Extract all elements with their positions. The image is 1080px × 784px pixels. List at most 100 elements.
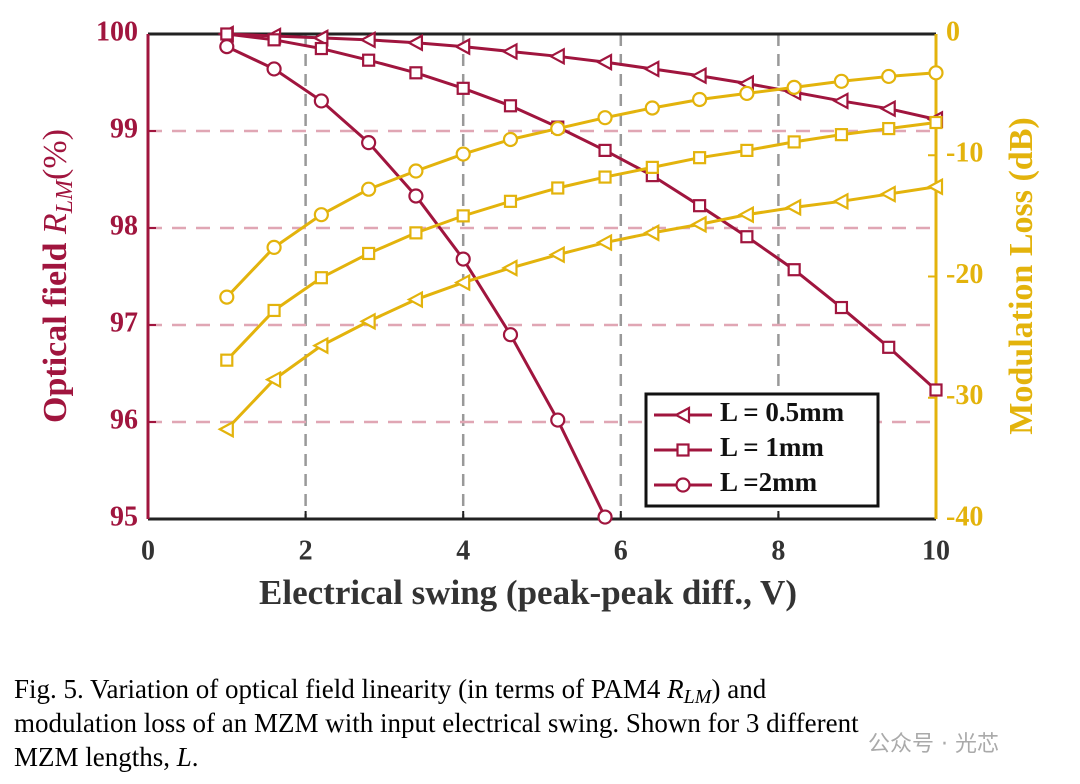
marker: [453, 273, 471, 292]
marker: [598, 170, 612, 184]
marker: [502, 131, 519, 148]
x-tick-label: 2: [299, 535, 313, 566]
marker: [267, 303, 281, 318]
marker: [548, 47, 565, 66]
y-tick-label: 99: [110, 113, 138, 144]
marker: [455, 146, 471, 162]
legend-marker: [676, 443, 690, 457]
marker: [314, 41, 328, 56]
marker: [595, 233, 613, 252]
marker: [740, 143, 754, 157]
marker: [832, 92, 849, 110]
x-tick-label: 4: [456, 535, 470, 566]
marker: [408, 163, 424, 179]
caption-line: MZM lengths, L.: [14, 742, 199, 772]
series-line: [226, 45, 607, 518]
marker: [313, 207, 329, 223]
marker: [314, 271, 328, 285]
marker: [691, 91, 708, 108]
marker: [361, 135, 377, 151]
y-label-text: Optical field: [37, 234, 74, 423]
marker: [503, 194, 518, 208]
marker: [266, 61, 282, 77]
series-line: [225, 121, 937, 362]
marker: [644, 100, 660, 116]
legend-marker: [675, 477, 691, 493]
x-tick-label: 0: [141, 535, 155, 566]
marker: [926, 177, 944, 196]
marker: [740, 230, 754, 244]
marker: [929, 383, 943, 397]
marker: [834, 128, 849, 142]
marker: [313, 93, 329, 109]
marker: [645, 160, 659, 174]
marker: [503, 99, 518, 113]
x-tick-label: 8: [771, 535, 785, 566]
x-tick-label: 10: [922, 535, 950, 566]
marker: [455, 251, 471, 267]
legend-marker: [673, 406, 691, 424]
marker: [832, 192, 849, 211]
x-axis-label: Electrical swing (peak-peak diff., V): [259, 573, 797, 612]
marker: [642, 60, 660, 78]
marker: [359, 312, 376, 331]
y-tick-label: 98: [110, 210, 138, 241]
marker: [550, 120, 566, 137]
y-label-sub: LM: [52, 178, 78, 214]
marker: [362, 53, 376, 67]
y2-tick-label: -10: [946, 138, 983, 169]
marker: [312, 29, 329, 47]
marker: [219, 289, 235, 305]
marker: [787, 263, 801, 277]
marker: [597, 509, 613, 525]
marker: [598, 143, 612, 157]
y2-tick-label: -30: [946, 380, 983, 411]
marker: [787, 135, 801, 149]
marker: [406, 33, 424, 52]
marker: [550, 412, 566, 428]
legend-label: L = 0.5mm: [720, 397, 845, 427]
marker: [692, 199, 707, 213]
marker: [220, 353, 234, 367]
marker: [219, 39, 235, 55]
marker: [456, 81, 470, 95]
marker: [737, 205, 754, 224]
caption-text: ) and: [711, 674, 766, 704]
marker: [361, 181, 377, 197]
marker: [267, 33, 281, 47]
marker: [406, 290, 424, 309]
marker: [595, 53, 613, 71]
marker: [456, 209, 470, 223]
x-tick-label: 6: [614, 535, 628, 566]
marker: [312, 336, 329, 355]
marker: [597, 110, 613, 126]
series-line: [226, 32, 937, 121]
caption-symbol: L: [176, 742, 192, 772]
marker: [879, 99, 896, 118]
y-tick-label: 96: [110, 404, 138, 435]
marker: [642, 224, 660, 242]
y-tick-label: 100: [96, 16, 138, 47]
y-axis-label: Optical field RLM(%): [37, 129, 78, 423]
marker: [690, 66, 707, 85]
marker: [739, 85, 755, 102]
marker: [408, 188, 424, 204]
marker: [264, 370, 282, 389]
caption-text: MZM lengths,: [14, 742, 177, 772]
caption-symbol: R: [666, 674, 684, 704]
marker: [690, 215, 707, 234]
marker: [501, 259, 518, 277]
y2-tick-label: -40: [946, 501, 983, 532]
marker: [784, 198, 802, 217]
marker: [453, 37, 471, 56]
marker: [929, 115, 943, 130]
marker: [502, 327, 519, 343]
marker: [834, 300, 849, 315]
y-tick-label: 97: [110, 307, 138, 338]
series-line: [225, 185, 937, 431]
caption-line: Fig. 5. Variation of optical field linea…: [14, 674, 767, 708]
marker: [501, 42, 518, 61]
marker: [882, 340, 896, 354]
marker: [359, 30, 376, 49]
